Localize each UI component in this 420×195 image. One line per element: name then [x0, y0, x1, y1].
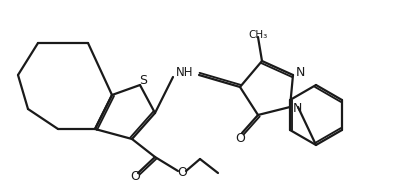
- Text: N: N: [295, 66, 304, 80]
- Text: O: O: [177, 166, 187, 178]
- Text: S: S: [139, 74, 147, 87]
- Text: NH: NH: [176, 66, 194, 80]
- Text: O: O: [130, 170, 140, 183]
- Text: O: O: [235, 132, 245, 145]
- Text: N: N: [292, 103, 302, 115]
- Text: CH₃: CH₃: [248, 30, 268, 40]
